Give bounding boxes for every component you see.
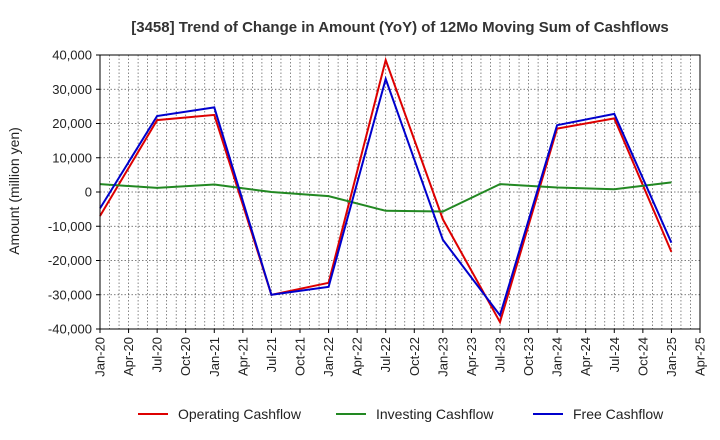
x-tick-label: Jan-24 [550, 337, 565, 377]
x-tick-label: Apr-25 [693, 337, 708, 376]
series-group [99, 56, 673, 325]
x-tick-label: Apr-20 [121, 337, 136, 376]
plot-area [99, 54, 701, 330]
x-tick-label: Oct-22 [407, 337, 422, 376]
series-line-investing-cashflow [99, 181, 672, 213]
x-tick-label: Apr-21 [235, 337, 250, 376]
x-tick-label: Jan-20 [93, 337, 108, 377]
x-tick-label: Jul-24 [607, 337, 622, 372]
legend-label-investing-cashflow: Investing Cashflow [376, 406, 494, 422]
y-tick-label: -10,000 [48, 219, 92, 234]
series-line-operating-cashflow [99, 56, 673, 325]
x-tick-label: Oct-23 [521, 337, 536, 376]
x-tick-label: Apr-24 [578, 337, 593, 376]
y-tick-label: 0 [85, 185, 92, 200]
y-axis-label: Amount (million yen) [6, 127, 22, 255]
y-axis-ticks: 40,000 30,000 20,000 10,000 0 -10,000 -20,000 -… [48, 48, 100, 337]
x-tick-label: Oct-24 [635, 337, 650, 376]
x-tick-label: Jan-25 [664, 337, 679, 377]
x-tick-label: Jan-21 [207, 337, 222, 377]
y-tick-label: 30,000 [52, 82, 92, 97]
y-tick-label: -40,000 [48, 322, 92, 337]
x-tick-label: Jul-21 [264, 337, 279, 372]
x-tick-label: Apr-22 [350, 337, 365, 376]
series-line-free-cashflow [99, 75, 673, 318]
y-tick-label: -30,000 [48, 287, 92, 302]
x-tick-label: Jan-22 [321, 337, 336, 377]
y-tick-label: 40,000 [52, 48, 92, 63]
x-axis-ticks: Jan-20 Apr-20 Jul-20 Oct-20 Jan-21 Apr-21 Jul-… [93, 329, 708, 377]
grid [99, 54, 701, 330]
chart-title: [3458] Trend of Change in Amount (YoY) o… [131, 19, 669, 36]
x-tick-label: Jul-22 [378, 337, 393, 372]
x-tick-label: Jul-23 [493, 337, 508, 372]
x-tick-label: Jan-23 [435, 337, 450, 377]
legend: Operating Cashflow Investing Cashflow Free… [138, 406, 664, 422]
y-tick-label: 20,000 [52, 116, 92, 131]
x-tick-label: Jul-20 [150, 337, 165, 372]
x-tick-label: Oct-20 [178, 337, 193, 376]
legend-label-operating-cashflow: Operating Cashflow [178, 406, 302, 422]
x-tick-label: Oct-21 [293, 337, 308, 376]
y-tick-label: -20,000 [48, 253, 92, 268]
x-tick-label: Apr-23 [464, 337, 479, 376]
legend-label-free-cashflow: Free Cashflow [573, 406, 664, 422]
y-tick-label: 10,000 [52, 150, 92, 165]
